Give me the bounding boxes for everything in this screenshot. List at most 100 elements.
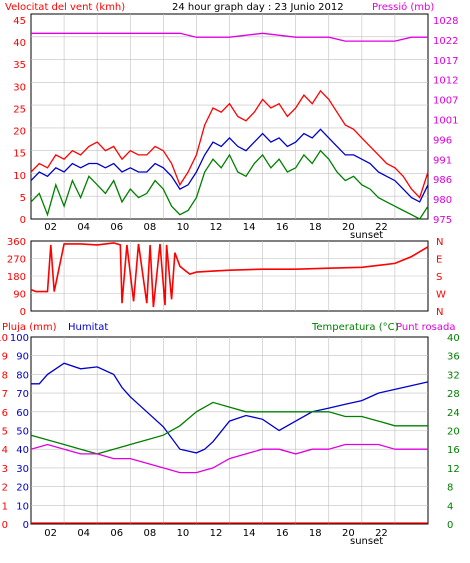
compass-tick-label: N bbox=[436, 237, 443, 248]
compass-tick-label: N bbox=[436, 307, 443, 318]
x-tick-label: 02 bbox=[44, 528, 57, 539]
humidity-tick-label: 20 bbox=[16, 483, 29, 494]
rain-tick-label: 0 bbox=[2, 520, 8, 531]
temperature-tick-label: 8 bbox=[447, 483, 453, 494]
pressure-tick-label: 991 bbox=[433, 155, 452, 166]
direction-tick-label: 180 bbox=[7, 272, 26, 283]
pressure-axis-label: Pressió (mb) bbox=[372, 1, 434, 13]
direction-tick-label: 270 bbox=[7, 255, 26, 266]
humidity-tick-label: 30 bbox=[16, 464, 29, 475]
humidity-tick-label: 90 bbox=[16, 352, 29, 363]
pressure-tick-label: 975 bbox=[433, 215, 452, 226]
direction-tick-label: 0 bbox=[20, 307, 26, 318]
temperature-tick-label: 16 bbox=[447, 445, 460, 456]
rain-tick-label: 7 bbox=[2, 389, 8, 400]
humidity-axis-label: Humitat bbox=[68, 322, 108, 333]
x-tick-label: 20 bbox=[342, 222, 355, 233]
x-tick-label: 06 bbox=[110, 528, 123, 539]
wind-tick-label: 20 bbox=[13, 127, 26, 138]
humidity-tick-label: 0 bbox=[23, 520, 29, 531]
wind-tick-label: 25 bbox=[13, 104, 26, 115]
temperature-tick-label: 0 bbox=[447, 520, 453, 531]
series-press-line bbox=[31, 32, 428, 42]
x-tick-label: 14 bbox=[243, 528, 256, 539]
x-tick-label: 18 bbox=[309, 528, 322, 539]
wind-tick-label: 10 bbox=[13, 171, 26, 182]
wind-pressure-panel: 0 5 10 15 20 25 30 35 40 45 975 980 986 991 996 1001 10… bbox=[5, 1, 458, 241]
compass-tick-label: S bbox=[436, 272, 442, 283]
wind-tick-label: 15 bbox=[13, 149, 26, 160]
rain-tick-label: 2 bbox=[2, 483, 8, 494]
x-tick-label: 16 bbox=[276, 222, 289, 233]
direction-tick-label: 90 bbox=[13, 290, 26, 301]
humidity-tick-label: 40 bbox=[16, 445, 29, 456]
x-tick-label: 18 bbox=[309, 222, 322, 233]
temperature-tick-label: 40 bbox=[447, 333, 460, 344]
pressure-tick-label: 980 bbox=[433, 195, 452, 206]
humidity-temperature-panel: 0123456789100102030405060708090100 04812… bbox=[0, 322, 460, 547]
temperature-axis-label: Temperatura (°C) bbox=[311, 322, 399, 333]
rain-tick-label: 5 bbox=[2, 427, 8, 438]
wind-tick-label: 0 bbox=[20, 215, 26, 226]
x-tick-label: 20 bbox=[342, 528, 355, 539]
direction-tick-label: 360 bbox=[7, 237, 26, 248]
pressure-tick-label: 986 bbox=[433, 175, 452, 186]
x-tick-label: 08 bbox=[143, 528, 156, 539]
x-tick-label: 12 bbox=[210, 222, 223, 233]
pressure-tick-label: 1001 bbox=[433, 116, 458, 127]
x-tick-label: 06 bbox=[110, 222, 123, 233]
pressure-tick-label: 1022 bbox=[433, 36, 458, 47]
humidity-tick-label: 100 bbox=[10, 333, 29, 344]
rain-tick-label: 8 bbox=[2, 370, 8, 381]
dewpoint-axis-label: Punt rosada bbox=[396, 322, 455, 333]
x-tick-label: 14 bbox=[243, 222, 256, 233]
x-tick-label: 10 bbox=[177, 222, 190, 233]
wind-tick-label: 30 bbox=[13, 82, 26, 93]
x-tick-label: 08 bbox=[143, 222, 156, 233]
temperature-tick-label: 20 bbox=[447, 427, 460, 438]
wind-tick-label: 45 bbox=[13, 16, 26, 27]
rain-tick-label: 10 bbox=[0, 333, 8, 344]
humidity-tick-label: 10 bbox=[16, 501, 29, 512]
temperature-tick-label: 28 bbox=[447, 389, 460, 400]
x-tick-label: 02 bbox=[44, 222, 57, 233]
rain-tick-label: 4 bbox=[2, 445, 8, 456]
wind-tick-label: 40 bbox=[13, 38, 26, 49]
temperature-tick-label: 4 bbox=[447, 501, 453, 512]
compass-tick-label: E bbox=[436, 255, 442, 266]
series-dir-line bbox=[30, 242, 429, 308]
rain-tick-label: 3 bbox=[2, 464, 8, 475]
x-tick-label: 10 bbox=[177, 528, 190, 539]
wind-tick-label: 5 bbox=[20, 193, 26, 204]
rain-tick-label: 6 bbox=[2, 408, 8, 419]
x-tick-label: 16 bbox=[276, 528, 289, 539]
x-tick-label: 04 bbox=[77, 222, 90, 233]
humidity-tick-label: 50 bbox=[16, 427, 29, 438]
rain-tick-label: 1 bbox=[2, 501, 8, 512]
series-hum-line bbox=[31, 362, 429, 454]
series-mid-line bbox=[30, 128, 429, 203]
wind-axis-label: Velocitat del vent (kmh) bbox=[5, 2, 125, 13]
humidity-tick-label: 80 bbox=[16, 370, 29, 381]
rain-tick-label: 9 bbox=[2, 352, 8, 363]
pressure-tick-label: 1012 bbox=[433, 76, 458, 87]
pressure-tick-label: 1017 bbox=[433, 56, 458, 67]
x-tick-label: 22 bbox=[375, 222, 388, 233]
pressure-tick-label: 1028 bbox=[433, 16, 458, 27]
pressure-tick-label: 1007 bbox=[433, 96, 458, 107]
temperature-tick-label: 12 bbox=[447, 464, 460, 475]
compass-tick-label: W bbox=[436, 290, 446, 301]
humidity-tick-label: 70 bbox=[16, 389, 29, 400]
temperature-tick-label: 36 bbox=[447, 352, 460, 363]
series-gust-line bbox=[30, 89, 429, 199]
x-tick-label: 22 bbox=[375, 528, 388, 539]
temperature-tick-label: 24 bbox=[447, 408, 460, 419]
sunset-note: sunset bbox=[350, 230, 383, 241]
pressure-tick-label: 996 bbox=[433, 135, 452, 146]
x-tick-label: 04 bbox=[77, 528, 90, 539]
rain-axis-label: Pluja (mm) bbox=[2, 322, 57, 333]
series-lo-line bbox=[30, 149, 429, 220]
